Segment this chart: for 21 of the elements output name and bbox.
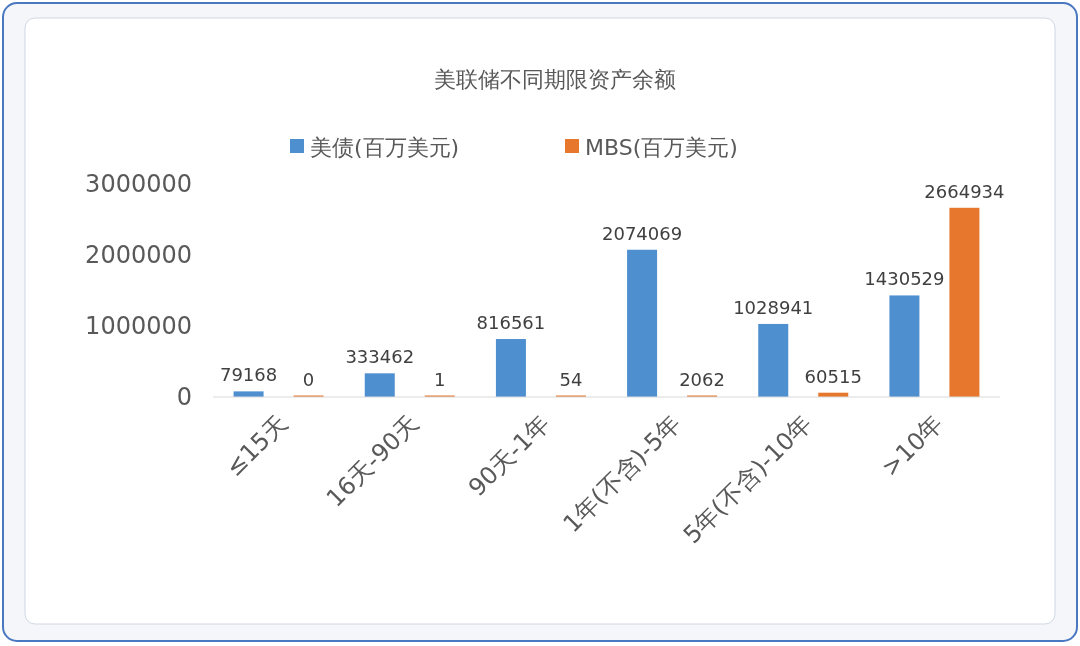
data-label: 2062	[679, 368, 725, 390]
chart-title: 美联储不同期限资产余额	[434, 67, 676, 92]
data-label: 60515	[804, 365, 862, 387]
data-label: 0	[302, 368, 315, 390]
y-tick-label: 2000000	[85, 241, 192, 269]
data-label: 1430529	[864, 268, 945, 290]
legend-label: 美债(百万美元)	[310, 135, 460, 160]
data-label: 816561	[476, 312, 546, 334]
x-tick-label: 90天-1年	[462, 409, 556, 502]
data-label: 333462	[345, 346, 415, 368]
data-label: 1028941	[733, 296, 814, 318]
data-label: 2074069	[602, 222, 683, 244]
data-label: 2664934	[924, 180, 1005, 202]
y-tick-label: 3000000	[85, 170, 192, 198]
y-tick-label: 1000000	[85, 312, 192, 340]
y-tick-label: 0	[176, 383, 192, 411]
data-label: 1	[434, 368, 446, 390]
legend-label: MBS(百万美元)	[585, 135, 738, 160]
x-tick-label: 16天-90天	[320, 409, 424, 513]
data-label: 54	[559, 368, 583, 390]
data-label: 79168	[219, 364, 278, 386]
